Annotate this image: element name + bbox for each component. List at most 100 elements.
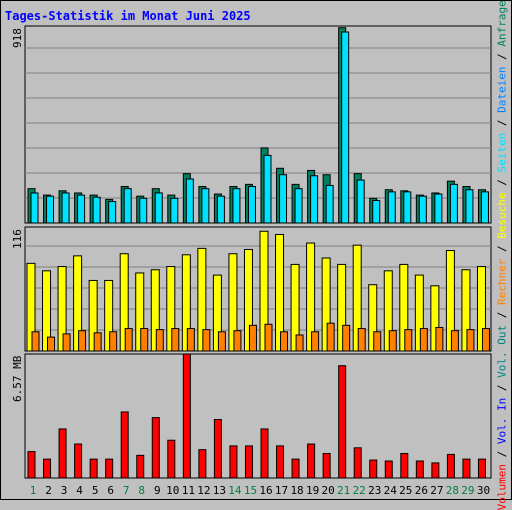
bar-besuche [212,274,222,352]
bar-dateien [61,192,70,224]
x-tick-label: 11 [182,484,195,497]
series-legend-wrap: Volumen / Vol. In / Vol. Out / Rechner /… [493,0,511,510]
bar-besuche [337,263,347,352]
x-tick-label: 21 [337,484,350,497]
bar-rechner [435,326,444,352]
bar-rechner [62,333,71,352]
legend-rechner: Rechner [495,258,509,305]
bar-besuche [42,270,52,352]
bar-dateien [92,196,101,224]
legend-separator: / [495,172,509,193]
x-tick-label: 19 [306,484,319,497]
bar-volumen [74,443,83,479]
volume-ymax-label: 6.57 MB [11,356,24,403]
bar-dateien [30,192,39,224]
bar-dateien [341,31,350,224]
bar-dateien [279,174,288,224]
bar-volumen [151,417,160,479]
bar-dateien [185,178,194,224]
bar-besuche [57,266,67,352]
bar-rechner [202,329,211,352]
bar-besuche [383,270,393,352]
bar-volumen [89,458,98,479]
bar-dateien [418,195,427,224]
bar-dateien [139,197,148,224]
bar-dateien [294,188,303,224]
x-tick-label: 27 [430,484,443,497]
bar-rechner [373,331,382,352]
bar-besuche [306,242,316,352]
bar-volumen [27,451,36,479]
bar-volumen [43,458,52,479]
legend-separator: / [495,304,509,325]
bar-rechner [78,330,87,352]
legend-separator: / [495,444,509,464]
x-tick-label: 25 [399,484,412,497]
bar-besuche [461,269,471,352]
bar-dateien [77,194,86,224]
legend-vol-in: Vol. In [495,397,509,445]
visits-ymax-label: 116 [11,229,24,249]
x-tick-label: 14 [228,484,242,497]
bar-volumen [322,452,331,479]
bar-dateien [247,186,256,224]
legend-separator: / [495,377,509,398]
bar-dateien [449,183,458,224]
x-tick-label: 6 [107,484,114,497]
bar-dateien [170,197,179,224]
legend-besuche: Besuche [495,192,509,239]
bar-rechner [124,328,133,352]
series-legend: Volumen / Vol. In / Vol. Out / Rechner /… [496,0,509,510]
bar-volumen [353,447,362,479]
x-tick-label: 4 [76,484,83,497]
bar-volumen [477,458,486,479]
bar-volumen [384,460,393,479]
x-tick-label: 15 [244,484,257,497]
bar-volumen [446,453,455,479]
bar-volumen [229,445,238,479]
bar-volumen [105,458,114,479]
bar-dateien [465,189,474,224]
bar-volumen [198,449,207,479]
x-tick-label: 8 [138,484,145,497]
x-tick-label: 23 [368,484,381,497]
legend-dateien: Dateien [495,66,509,113]
x-tick-label: 26 [415,484,428,497]
bar-dateien [201,188,210,224]
bar-besuche [104,279,114,352]
bar-dateien [123,188,132,224]
x-tick-label: 7 [123,484,130,497]
legend-seiten: Seiten [495,132,509,173]
bar-dateien [403,191,412,224]
bar-dateien [46,195,55,224]
bar-besuche [476,266,486,352]
bar-volumen [58,428,67,479]
bar-rechner [326,322,335,352]
bar-rechner [47,336,56,352]
bar-dateien [480,191,489,224]
bar-rechner [404,329,413,352]
bar-besuche [181,254,191,352]
bar-volumen [260,428,269,479]
bar-dateien [232,188,241,224]
x-tick-label: 2 [45,484,52,497]
bar-volumen [120,411,129,479]
legend-volumen: Volumen [495,463,509,510]
panel-frame [24,353,492,479]
bar-rechner [342,324,351,352]
bar-rechner [140,328,149,352]
bar-rechner [155,329,164,352]
bar-rechner [93,332,102,352]
bar-volumen [307,443,316,479]
x-tick-label: 29 [461,484,474,497]
bar-dateien [216,195,225,224]
bar-besuche [352,244,362,352]
x-tick-label: 5 [92,484,99,497]
x-tick-label: 16 [259,484,272,497]
bar-rechner [186,328,195,352]
x-tick-label: 18 [290,484,303,497]
x-tick-label: 22 [353,484,366,497]
legend-vol-out: Vol. Out [495,324,509,378]
bar-rechner [295,334,304,352]
x-tick-label: 12 [197,484,210,497]
